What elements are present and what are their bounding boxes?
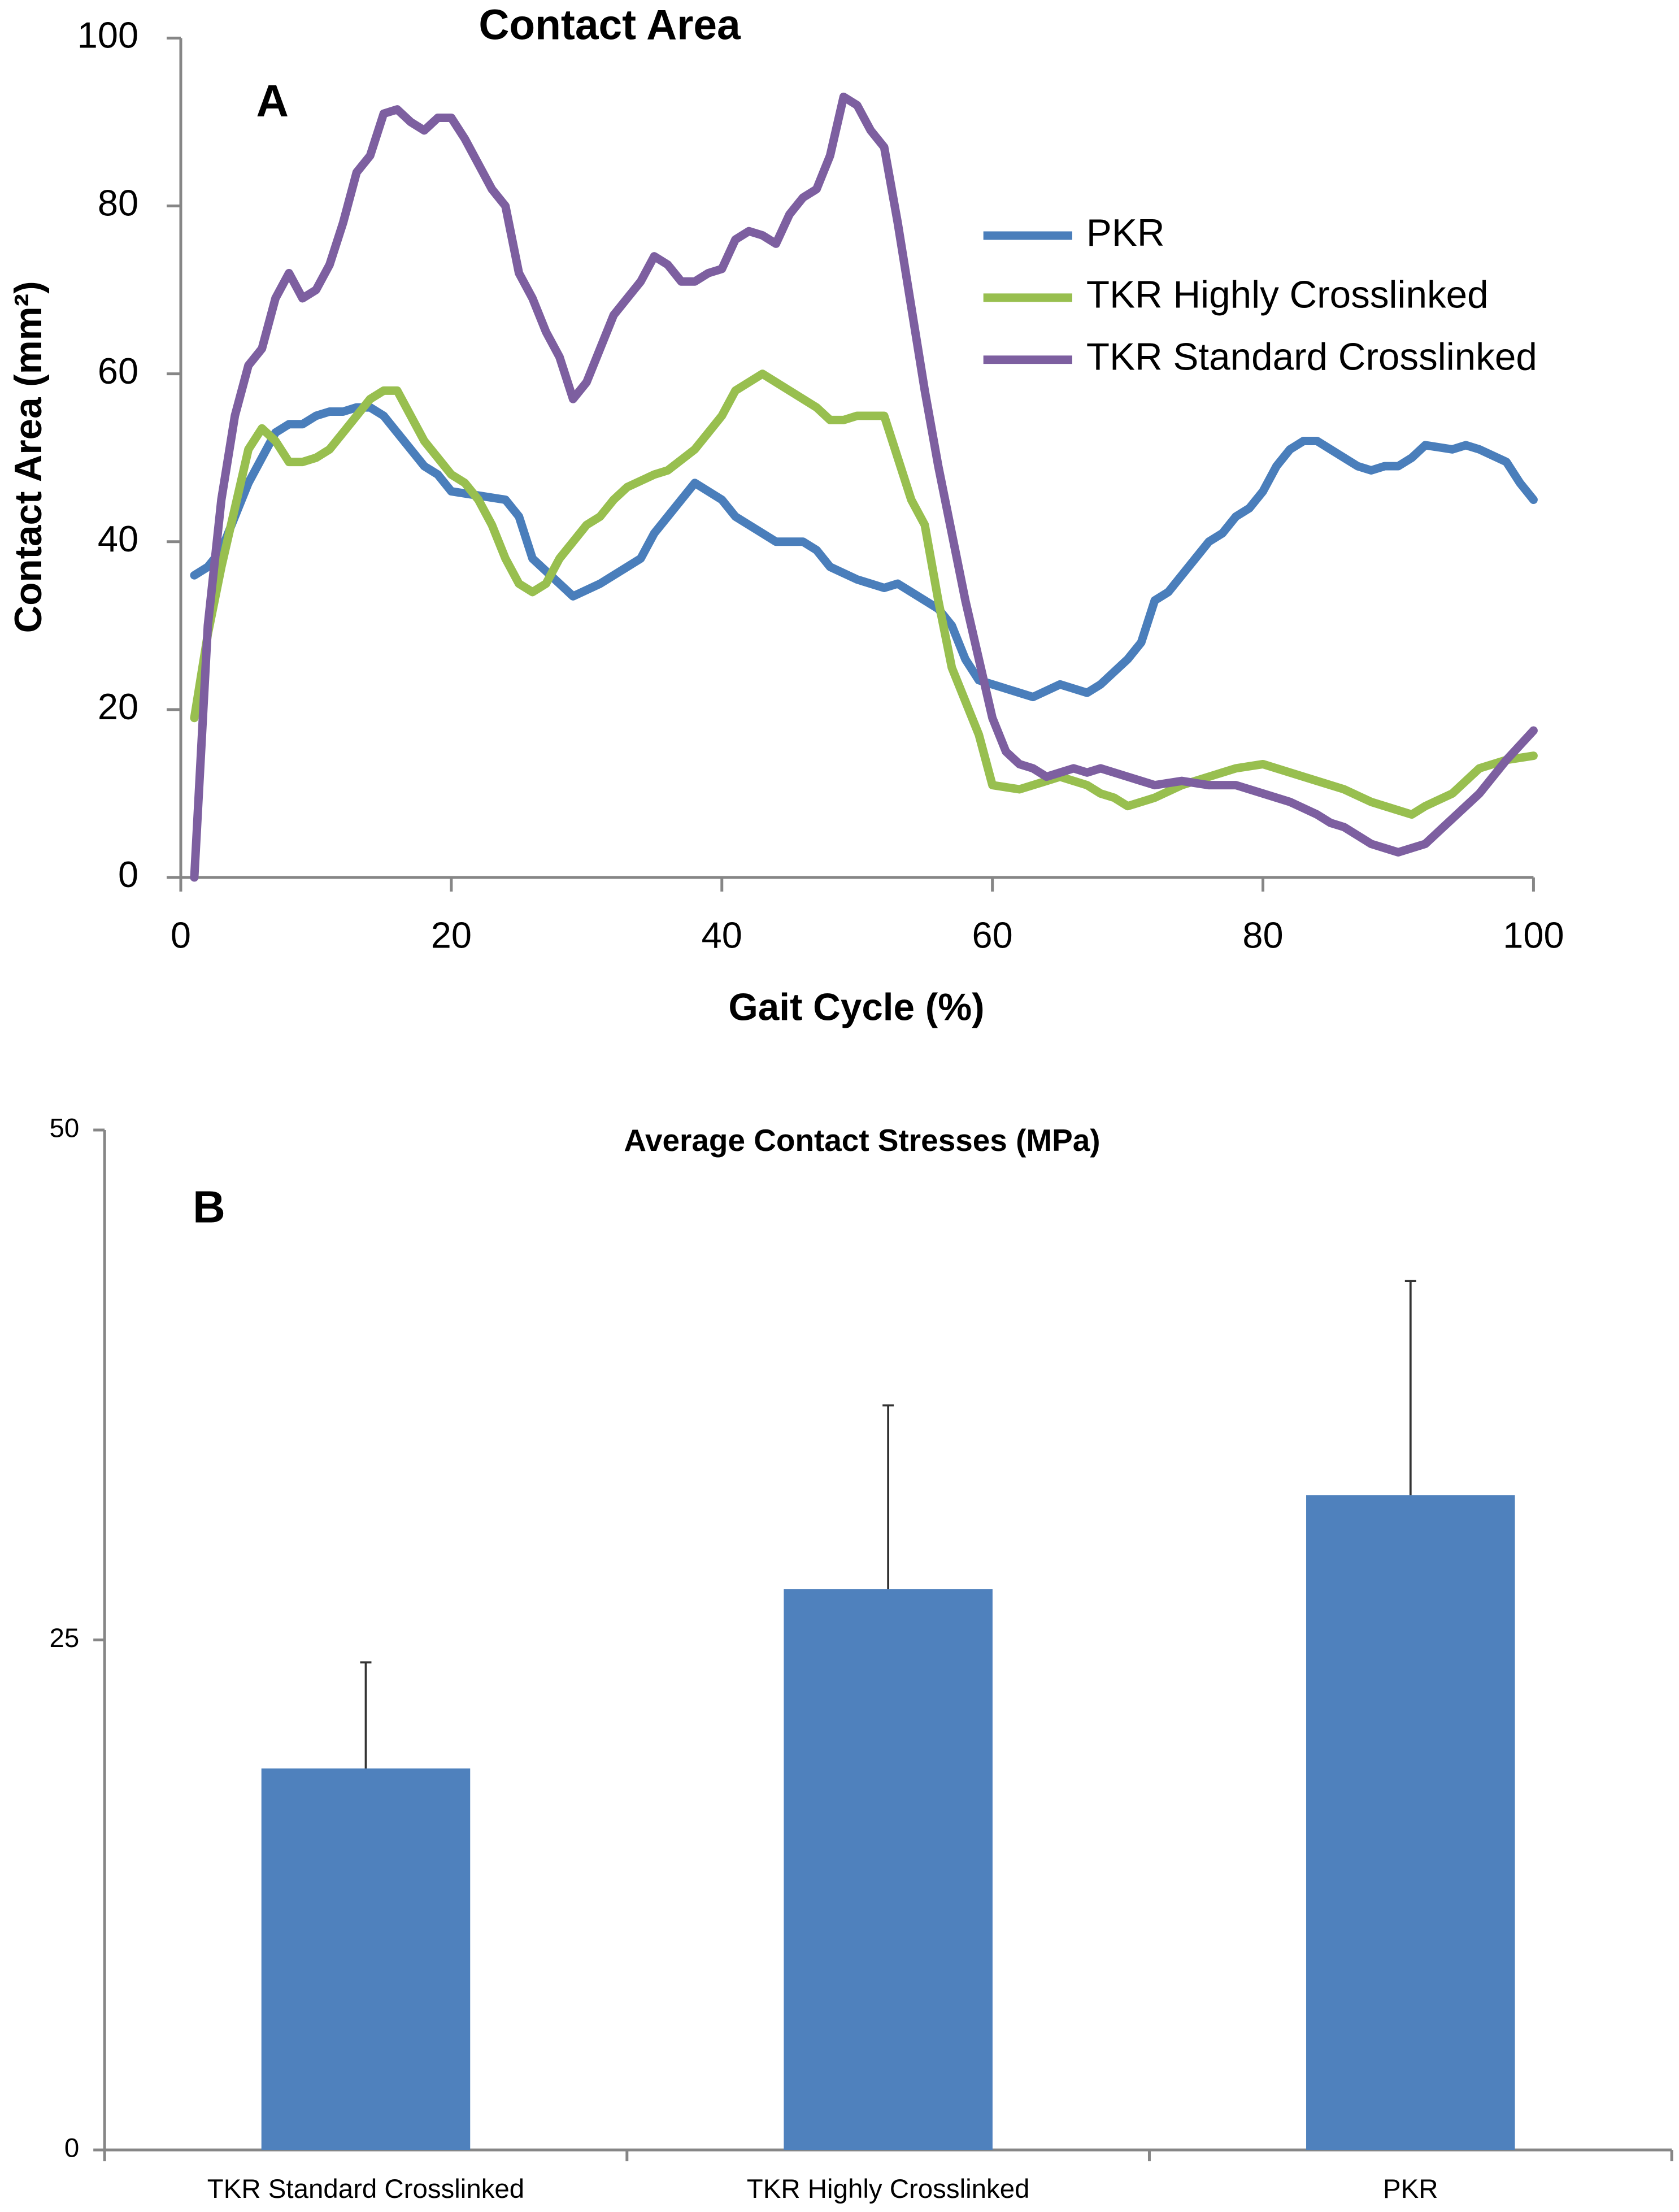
x-tick-label: TKR Standard Crosslinked	[207, 2174, 524, 2204]
legend-label: TKR Highly Crosslinked	[1086, 274, 1489, 316]
bar	[784, 1589, 993, 2150]
panel-label: B	[193, 1181, 225, 1232]
y-tick-label: 25	[49, 1623, 79, 1653]
x-tick-label: 40	[702, 915, 742, 956]
chart-title: Average Contact Stresses (MPa)	[624, 1123, 1100, 1158]
y-tick-label: 50	[49, 1113, 79, 1143]
x-tick-label: 0	[171, 915, 191, 956]
y-tick-label: 40	[98, 518, 138, 559]
y-tick-label: 100	[77, 15, 138, 56]
chart-title: Contact Area	[479, 1, 741, 49]
bar	[261, 1768, 471, 2150]
data-line	[190, 92, 1538, 882]
x-tick-label: 20	[431, 915, 472, 956]
y-tick-label: 0	[64, 2133, 79, 2163]
x-tick-label: PKR	[1383, 2174, 1438, 2204]
x-tick-label: 60	[972, 915, 1013, 956]
legend-label: PKR	[1086, 212, 1165, 254]
data-line	[190, 370, 1538, 819]
x-tick-label: TKR Highly Crosslinked	[747, 2174, 1030, 2204]
y-tick-label: 20	[98, 686, 138, 727]
legend-label: TKR Standard Crosslinked	[1086, 336, 1537, 378]
x-tick-label: 80	[1242, 915, 1283, 956]
y-axis-label: Contact Area (mm²)	[7, 281, 50, 633]
x-tick-label: 100	[1503, 915, 1564, 956]
y-tick-label: 0	[118, 854, 138, 895]
x-axis-label: Gait Cycle (%)	[728, 987, 984, 1029]
panel-label: A	[256, 76, 289, 126]
y-tick-label: 60	[98, 350, 138, 392]
bar	[1306, 1495, 1515, 2150]
y-tick-label: 80	[98, 182, 138, 224]
data-line	[190, 403, 1538, 702]
